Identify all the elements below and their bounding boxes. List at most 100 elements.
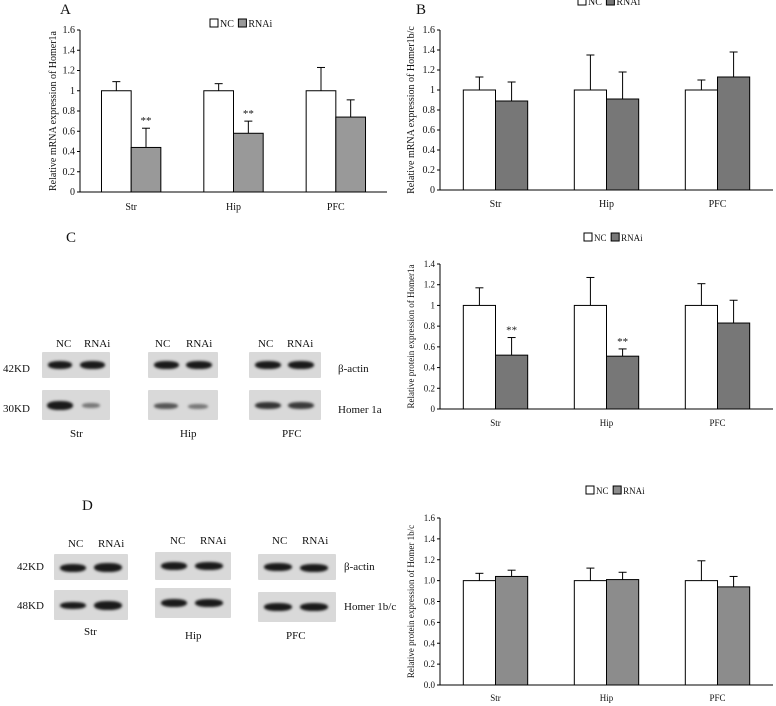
legend-label-nc: NC [220, 19, 234, 30]
group-label-hip: Hip [180, 428, 197, 440]
bar-rnai-str [495, 354, 529, 410]
legend-label-nc: NC [594, 233, 607, 243]
bar-rnai-str [495, 100, 529, 191]
bar-nc-str [100, 90, 132, 193]
blot-strip-hip-actin [155, 552, 231, 580]
group-label-pfc: PFC [286, 630, 306, 642]
bar-nc-str [462, 89, 496, 191]
blot-strip-hip-homer1bc [155, 588, 231, 618]
y-tick-label: 0.4 [63, 147, 76, 158]
lane-label-nc: NC [68, 538, 84, 550]
x-tick-label: Str [125, 202, 137, 213]
x-tick-label: Str [490, 199, 502, 210]
blot-strip-hip-actin [148, 352, 218, 378]
bar-nc-hip [573, 304, 607, 410]
y-tick-label: 0.2 [424, 383, 435, 393]
blot-strip-pfc-actin [258, 554, 336, 580]
y-tick-label: 1.4 [63, 45, 76, 56]
bar-rnai-pfc [335, 116, 367, 193]
lane-label-nc: NC [272, 535, 288, 547]
blot-strip-str-homer1bc [54, 590, 128, 620]
y-tick-label: 0.8 [424, 597, 436, 607]
bar-nc-pfc [684, 580, 718, 686]
x-tick-label: PFC [709, 693, 725, 703]
legend-swatch-rnai [612, 485, 622, 495]
mw-label-homer1a: 30KD [3, 403, 30, 415]
panel-letter-c: C [66, 230, 77, 246]
x-tick-label: Str [490, 693, 501, 703]
bar-nc-hip [573, 89, 607, 191]
group-label-pfc: PFC [282, 428, 302, 440]
y-tick-label: 0.2 [63, 167, 76, 178]
significance-marker: ** [243, 108, 254, 120]
y-axis-label: Relative mRNA expression of Homer1b/c [406, 26, 417, 194]
x-tick-label: PFC [709, 199, 727, 210]
lane-label-rnai: RNAi [302, 535, 329, 547]
panel-letter-b: B [416, 2, 427, 18]
bar-rnai-pfc [717, 586, 751, 686]
legend-swatch-nc [209, 18, 219, 28]
legend-swatch-nc [585, 485, 595, 495]
x-tick-label: Hip [599, 199, 614, 210]
y-tick-label: 1.6 [63, 25, 76, 36]
y-tick-label: 0.4 [423, 145, 436, 156]
bar-rnai-hip [233, 132, 264, 193]
y-tick-label: 0.6 [423, 125, 436, 136]
y-tick-label: 0.2 [423, 165, 436, 176]
bar-rnai-hip [606, 98, 640, 191]
y-tick-label: 1.0 [424, 576, 436, 586]
y-tick-label: 0.2 [424, 659, 435, 669]
mw-label-homer1bc: 48KD [17, 600, 44, 612]
y-axis-label: Relative mRNA expression of Homer1a [48, 30, 59, 191]
y-tick-label: 0.8 [424, 321, 436, 331]
y-tick-label: 1.4 [424, 259, 436, 269]
bar-nc-hip [573, 580, 607, 686]
y-tick-label: 0 [430, 185, 435, 196]
lane-label-nc: NC [155, 338, 171, 350]
bar-rnai-str [495, 575, 529, 686]
lane-label-rnai: RNAi [200, 535, 227, 547]
legend-label-rnai: RNAi [616, 0, 640, 8]
x-tick-label: Hip [600, 693, 614, 703]
y-tick-label: 1 [430, 85, 435, 96]
legend-swatch-rnai [237, 18, 247, 28]
legend-swatch-nc [577, 0, 587, 6]
lane-label-rnai: RNAi [84, 338, 111, 350]
lane-label-rnai: RNAi [98, 538, 125, 550]
y-axis-label: Relative protein expression of Homer1a [406, 265, 416, 409]
blot-strip-str-homer1a [42, 390, 110, 420]
y-tick-label: 0 [431, 404, 436, 414]
x-tick-label: Hip [226, 202, 241, 213]
row-label-actin: β-actin [338, 363, 369, 375]
chart-a: 0 0.2 0.4 0.6 0.8 1 1.2 1.4 1.6 Relative mRNA exp… [48, 18, 387, 213]
bar-nc-str [462, 304, 496, 410]
significance-marker: ** [141, 115, 152, 127]
y-tick-label: 1.6 [424, 513, 436, 523]
mw-label-actin: 42KD [17, 561, 44, 573]
blot-strip-str-actin [54, 554, 128, 580]
row-label-actin: β-actin [344, 561, 375, 573]
western-blot-homer1bc: 42KD 48KD NC RNAi NC RNAi NC RNAi β-acti… [0, 532, 396, 652]
chart-d: 0.0 0.2 0.4 0.6 0.8 1.0 1.2 1.4 1.6 Relative prot… [406, 485, 773, 703]
x-tick-label: PFC [709, 418, 725, 428]
legend-label-rnai: RNAi [248, 19, 272, 30]
bar-rnai-hip [606, 355, 640, 410]
y-tick-label: 1.2 [424, 555, 435, 565]
lane-label-nc: NC [170, 535, 186, 547]
legend-swatch-nc [583, 232, 593, 242]
group-label-str: Str [70, 428, 83, 440]
x-tick-label: PFC [327, 202, 345, 213]
legend-swatch-rnai [605, 0, 615, 6]
significance-marker: ** [617, 336, 628, 348]
y-tick-label: 1.2 [423, 65, 436, 76]
legend-label-nc: NC [588, 0, 602, 8]
y-tick-label: 0.0 [424, 680, 436, 690]
y-tick-label: 0.6 [63, 126, 76, 137]
y-tick-label: 1.4 [423, 45, 436, 56]
chart-c: 0 0.2 0.4 0.6 0.8 1 1.2 1.4 Relative protein exp… [406, 232, 773, 428]
legend-label-nc: NC [596, 486, 609, 496]
lane-label-nc: NC [56, 338, 72, 350]
x-tick-label: Str [490, 418, 501, 428]
bar-rnai-str [130, 146, 162, 193]
